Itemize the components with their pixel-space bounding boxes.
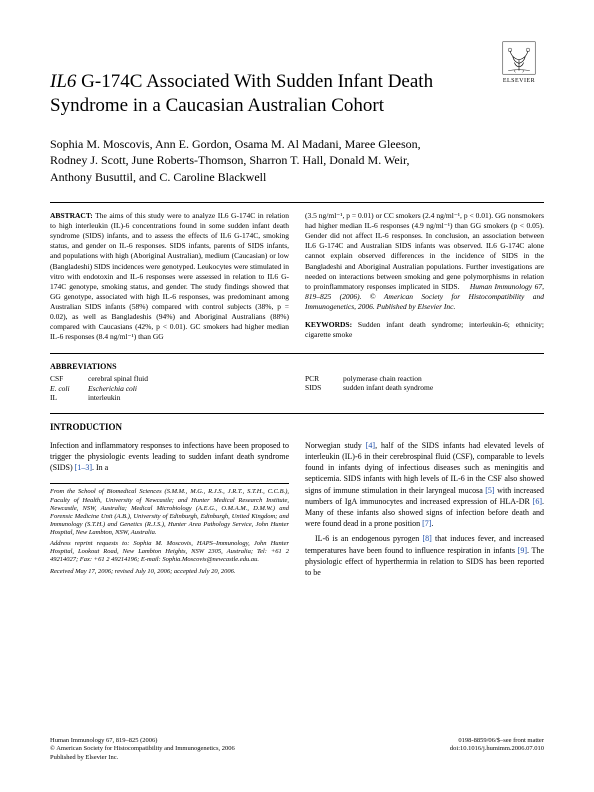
title-rest: G-174C Associated With Sudden Infant Dea… <box>50 71 433 116</box>
ref-1-3[interactable]: [1–3] <box>75 463 92 472</box>
abbrev-heading: ABBREVIATIONS <box>50 362 289 372</box>
abstract-left-text: The aims of this study were to analyze I… <box>50 211 289 342</box>
abstract-label: ABSTRACT: <box>50 211 93 220</box>
abstract-right-col: (3.5 ng/ml⁻¹, p = 0.01) or CC smokers (2… <box>305 211 544 343</box>
ref-8[interactable]: [8] <box>422 534 431 543</box>
affiliation-text: From the School of Biomedical Sciences (… <box>50 488 289 537</box>
page-footer: Human Immunology 67, 819–825 (2006) © Am… <box>50 737 544 762</box>
article-title: IL6 G-174C Associated With Sudden Infant… <box>50 70 470 118</box>
publisher-name: ELSEVIER <box>503 78 535 86</box>
elsevier-tree-icon <box>501 40 537 76</box>
abstract-left-col: ABSTRACT: The aims of this study were to… <box>50 211 289 343</box>
body-section: Infection and inflammatory responses to … <box>50 440 544 582</box>
divider-mid1 <box>50 353 544 354</box>
intro-heading: INTRODUCTION <box>50 422 544 434</box>
ref-6[interactable]: [6] <box>533 497 542 506</box>
divider-mid2 <box>50 413 544 414</box>
affiliation-block: From the School of Biomedical Sciences (… <box>50 483 289 575</box>
authors-list: Sophia M. Moscovis, Ann E. Gordon, Osama… <box>50 136 450 186</box>
ref-5[interactable]: [5] <box>485 486 494 495</box>
publisher-logo: ELSEVIER <box>494 40 544 90</box>
body-left-col: Infection and inflammatory responses to … <box>50 440 289 582</box>
keywords-label: KEYWORDS: <box>305 320 352 329</box>
title-italic: IL6 <box>50 71 76 92</box>
received-text: Received May 17, 2006; revised July 10, … <box>50 568 289 576</box>
abbrev-right-col: PCRpolymerase chain reaction SIDSsudden … <box>305 362 544 404</box>
intro-left-para: Infection and inflammatory responses to … <box>50 440 289 474</box>
ref-7[interactable]: [7] <box>422 519 431 528</box>
abstract-section: ABSTRACT: The aims of this study were to… <box>50 211 544 343</box>
ref-4[interactable]: [4] <box>366 441 375 450</box>
intro-right-para2: IL-6 is an endogenous pyrogen [8] that i… <box>305 533 544 578</box>
body-right-col: Norwegian study [4], half of the SIDS in… <box>305 440 544 582</box>
address-text: Address reprint requests to: Sophia M. M… <box>50 540 289 564</box>
abbreviations-section: ABBREVIATIONS CSFcerebral spinal fluid E… <box>50 362 544 404</box>
divider-top <box>50 202 544 203</box>
abstract-right-text: (3.5 ng/ml⁻¹, p = 0.01) or CC smokers (2… <box>305 211 544 291</box>
footer-right: 0198-8859/06/$–see front matter doi:10.1… <box>450 737 544 762</box>
ref-9[interactable]: [9] <box>518 546 527 555</box>
abbrev-left-col: ABBREVIATIONS CSFcerebral spinal fluid E… <box>50 362 289 404</box>
footer-left: Human Immunology 67, 819–825 (2006) © Am… <box>50 737 235 762</box>
intro-right-para1: Norwegian study [4], half of the SIDS in… <box>305 440 544 530</box>
